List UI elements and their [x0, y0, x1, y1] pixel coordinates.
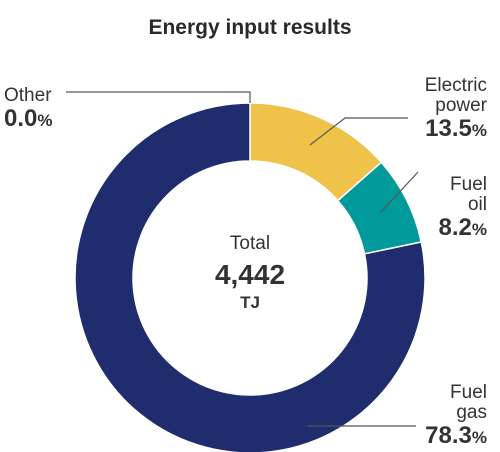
- slice-name-line: power: [435, 94, 487, 116]
- slice-name-line: oil: [467, 193, 487, 215]
- slice-label-other: Other 0.0%: [4, 86, 53, 131]
- slice-name-line: Other: [4, 85, 52, 106]
- center-unit: TJ: [240, 293, 260, 312]
- slice-name-line: Fuel: [450, 174, 487, 195]
- slice-percent: 13.5%: [425, 114, 487, 142]
- slice-label-fuel-oil: Fuel oil 8.2%: [439, 175, 488, 240]
- slice-percent: 8.2%: [438, 213, 488, 241]
- slice-label-electric-power: Electric power 13.5%: [425, 76, 487, 141]
- slice-name-line: Electric: [424, 75, 487, 96]
- slice-percent: 78.3%: [425, 421, 487, 449]
- donut-slices: [74, 102, 426, 452]
- slice-percent: 0.0%: [4, 104, 53, 132]
- slice-name-line: Fuel: [450, 382, 487, 403]
- chart-title: Energy input results: [148, 16, 352, 39]
- leader-line-other: [66, 91, 251, 103]
- leader-lines: [66, 91, 419, 427]
- center-value: 4,442: [214, 259, 286, 290]
- slice-label-fuel-gas: Fuel gas 78.3%: [425, 383, 487, 448]
- slice-name-line: gas: [456, 401, 487, 423]
- leader-line-fuel-oil: [380, 171, 419, 213]
- leader-line-electric-power: [309, 117, 408, 146]
- slice-fuel-gas: [74, 102, 426, 452]
- donut-center-total: Total 4,442 TJ: [190, 233, 310, 313]
- center-label: Total: [229, 233, 271, 254]
